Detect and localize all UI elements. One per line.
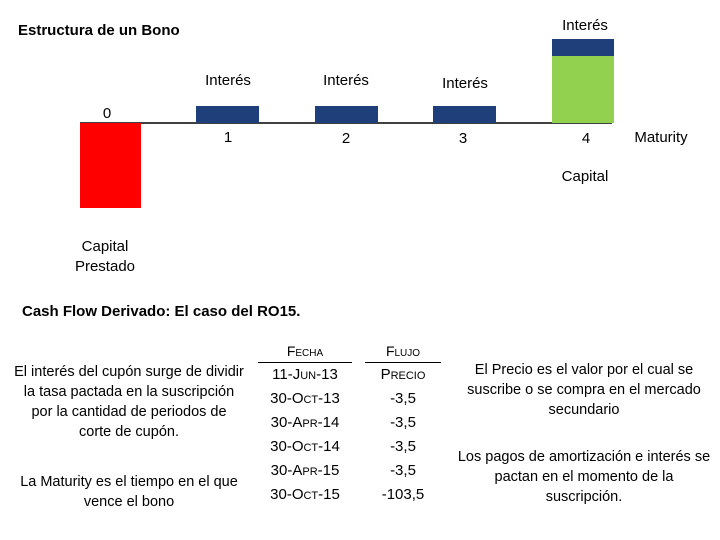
- flujo-cell: -3,5: [390, 390, 416, 407]
- flujo-cell: -3,5: [390, 438, 416, 455]
- interest-label-4: Interés: [562, 17, 608, 34]
- loan-bar: [80, 123, 141, 208]
- flujo-cell: -103,5: [381, 486, 425, 503]
- section-subtitle: Cash Flow Derivado: El caso del RO15.: [22, 303, 301, 320]
- capital-prestado-label: Capital Prestado: [60, 237, 150, 277]
- bond-structure-diagram: [80, 39, 614, 208]
- period-label-3: 3: [458, 130, 468, 147]
- price-note: El Precio es el valor por el cual se sus…: [467, 362, 701, 418]
- capital-prestado-line-1: Capital: [81, 238, 129, 255]
- coupon-note: El interés del cupón surge de dividir la…: [14, 364, 244, 440]
- period-label-2: 2: [341, 130, 351, 147]
- interest-bar-2: [315, 106, 378, 123]
- capital-prestado-line-2: Prestado: [74, 258, 136, 275]
- flujo-cell: -3,5: [390, 414, 416, 431]
- maturity-label: Maturity: [634, 129, 688, 146]
- fecha-cell: 30-Apr-15: [270, 462, 340, 479]
- interest-bar-3: [433, 106, 496, 123]
- payments-note: Los pagos de amortización e interés se p…: [457, 449, 711, 505]
- diagram-title: Estructura de un Bono: [18, 22, 180, 39]
- interest-bar-1: [196, 106, 259, 123]
- interest-label-2: Interés: [323, 72, 369, 89]
- fecha-column: Fecha 11-Jun-13 30-Oct-13 30-Apr-14 30-O…: [258, 340, 352, 507]
- maturity-note: La Maturity es el tiempo en el que vence…: [20, 474, 238, 510]
- capital-label: Capital: [561, 168, 609, 185]
- period-label-4: 4: [581, 130, 591, 147]
- flujo-cell: Precio: [380, 366, 426, 383]
- flujo-header: Flujo: [365, 340, 441, 363]
- interest-label-3: Interés: [442, 75, 488, 92]
- fecha-header: Fecha: [258, 340, 352, 363]
- period-label-0: 0: [102, 105, 112, 122]
- fecha-cell: 30-Apr-14: [270, 414, 340, 431]
- flujo-cell: -3,5: [390, 462, 416, 479]
- interest-label-1: Interés: [205, 72, 251, 89]
- capital-bar: [552, 56, 614, 123]
- flujo-column: Flujo Precio -3,5 -3,5 -3,5 -3,5 -103,5: [365, 340, 441, 507]
- fecha-cell: 11-Jun-13: [272, 366, 338, 383]
- fecha-cell: 30-Oct-14: [270, 438, 340, 455]
- period-label-1: 1: [223, 129, 233, 146]
- fecha-cell: 30-Oct-15: [270, 486, 340, 503]
- fecha-cell: 30-Oct-13: [270, 390, 340, 407]
- interest-bar-4: [552, 39, 614, 56]
